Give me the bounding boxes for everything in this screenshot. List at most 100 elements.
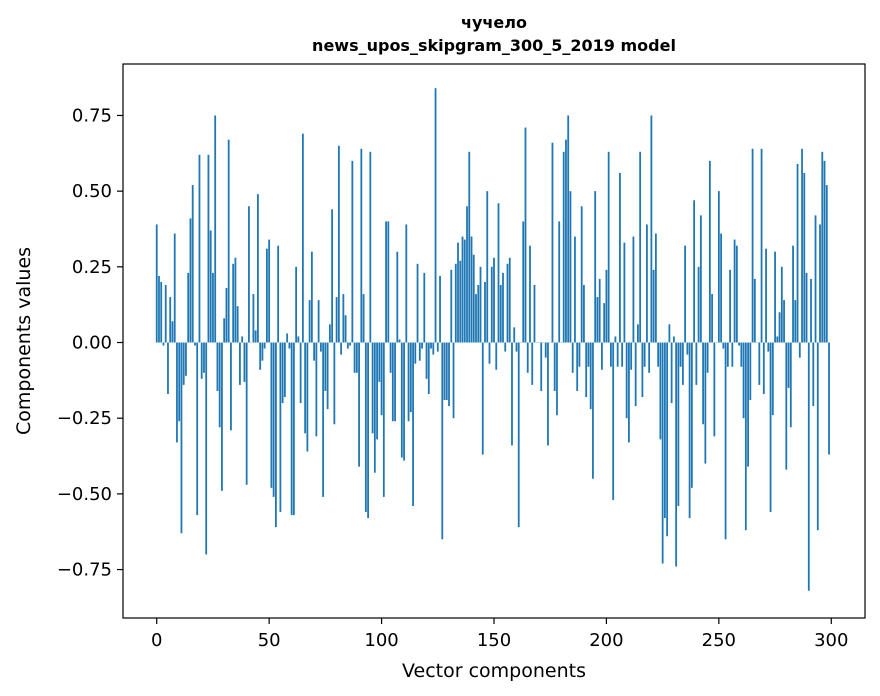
y-tick-label: 0.75 xyxy=(72,105,112,126)
bar xyxy=(331,209,334,343)
bar xyxy=(223,318,226,343)
bar xyxy=(576,342,579,391)
bar xyxy=(400,342,403,458)
bar xyxy=(364,342,367,513)
bar xyxy=(268,239,271,343)
bar xyxy=(214,115,217,343)
bar xyxy=(477,284,480,343)
bar xyxy=(648,342,651,373)
bar xyxy=(825,185,828,343)
bar xyxy=(493,257,495,343)
bar xyxy=(731,342,734,367)
bar xyxy=(695,342,698,385)
bar xyxy=(389,342,392,373)
bar xyxy=(272,342,275,497)
bar xyxy=(254,330,257,343)
bar xyxy=(778,312,781,343)
bar xyxy=(182,342,185,385)
bar xyxy=(421,342,423,349)
bar xyxy=(522,221,525,343)
bar xyxy=(672,336,675,343)
bar xyxy=(326,342,329,410)
bar xyxy=(679,342,682,367)
plot-frame xyxy=(122,63,866,619)
bar xyxy=(807,342,810,591)
bar xyxy=(236,306,239,343)
bar xyxy=(434,88,437,343)
bar xyxy=(657,342,660,367)
bar xyxy=(275,342,277,528)
bar xyxy=(191,185,194,343)
bar xyxy=(699,215,702,343)
y-tick-label: −0.25 xyxy=(57,408,112,429)
bar xyxy=(553,342,556,391)
bar xyxy=(196,342,199,516)
bar xyxy=(207,154,210,343)
bar xyxy=(335,297,338,343)
bar xyxy=(353,342,356,373)
bar xyxy=(641,342,644,397)
bar xyxy=(317,300,320,343)
bar xyxy=(639,151,642,343)
bar xyxy=(405,224,408,343)
bar xyxy=(445,342,448,401)
bar xyxy=(619,172,621,343)
bar xyxy=(733,239,736,343)
bar xyxy=(499,284,502,343)
bar xyxy=(297,336,300,343)
bar xyxy=(252,294,255,343)
bar xyxy=(515,342,518,352)
bar xyxy=(248,206,250,343)
bar xyxy=(495,342,498,370)
bar xyxy=(526,342,529,373)
bar xyxy=(221,342,223,491)
bar xyxy=(340,342,342,355)
bar xyxy=(490,266,493,343)
bar xyxy=(783,300,785,343)
bar xyxy=(378,342,381,382)
bar xyxy=(663,342,666,519)
bar xyxy=(290,342,293,516)
bar xyxy=(819,224,821,343)
bar xyxy=(259,342,262,370)
bar xyxy=(524,127,527,343)
bar xyxy=(432,342,435,355)
bar xyxy=(301,133,304,343)
bar xyxy=(216,342,219,391)
bar xyxy=(607,151,610,343)
bar xyxy=(547,342,549,446)
bar xyxy=(625,342,628,419)
bar xyxy=(517,342,520,528)
x-axis-ticks: 0 50 100 150 200 250 300 xyxy=(151,618,848,651)
bar xyxy=(569,191,572,343)
bar xyxy=(466,206,468,343)
bar xyxy=(169,297,172,343)
bar xyxy=(362,294,365,343)
bar xyxy=(439,275,441,343)
bar xyxy=(630,342,633,370)
y-tick-label: −0.50 xyxy=(57,484,112,505)
bar xyxy=(562,151,565,343)
x-tick-label: 300 xyxy=(814,630,848,651)
bar xyxy=(760,148,763,343)
bar xyxy=(198,154,201,343)
bar xyxy=(531,342,534,385)
bar xyxy=(497,203,500,343)
bar xyxy=(753,278,756,343)
bar xyxy=(470,236,473,343)
y-axis-label: Components values xyxy=(13,247,35,435)
bar xyxy=(556,342,558,416)
bar xyxy=(771,342,774,416)
bar xyxy=(288,342,291,349)
bar xyxy=(690,342,693,488)
bar xyxy=(328,324,331,343)
y-tick-label: −0.75 xyxy=(57,560,112,581)
bars-group xyxy=(155,88,830,591)
bar xyxy=(634,342,637,407)
bar xyxy=(717,191,720,343)
bar xyxy=(767,342,770,352)
bar xyxy=(324,342,327,391)
bar xyxy=(578,342,581,367)
bar xyxy=(450,269,453,343)
bar xyxy=(367,342,369,519)
